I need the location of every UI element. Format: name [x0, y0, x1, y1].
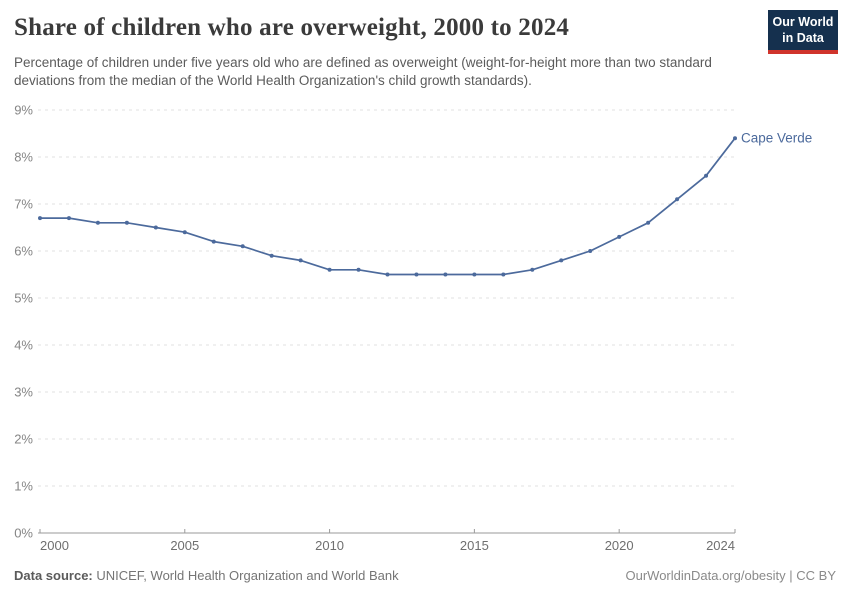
data-point[interactable] — [414, 272, 419, 277]
data-point[interactable] — [733, 136, 737, 141]
data-point[interactable] — [182, 230, 187, 235]
owid-logo[interactable]: Our World in Data — [768, 10, 838, 55]
owid-logo-text: Our World in Data — [768, 10, 838, 51]
data-point[interactable] — [298, 258, 303, 263]
y-axis-tick-label: 9% — [14, 103, 33, 118]
y-axis-tick-label: 4% — [14, 338, 33, 353]
data-point[interactable] — [240, 244, 245, 249]
y-axis-tick-label: 0% — [14, 526, 33, 541]
owid-logo-line2: in Data — [782, 30, 824, 45]
data-point[interactable] — [95, 220, 100, 225]
x-axis-tick-label: 2000 — [40, 538, 69, 553]
y-axis-tick-label: 5% — [14, 291, 33, 306]
chart-footer: Data source: UNICEF, World Health Organi… — [14, 568, 836, 583]
data-point[interactable] — [124, 220, 129, 225]
data-point[interactable] — [646, 220, 651, 225]
license-link[interactable]: OurWorldinData.org/obesity | CC BY — [625, 568, 837, 583]
data-point[interactable] — [559, 258, 564, 263]
y-axis-tick-label: 2% — [14, 432, 33, 447]
data-line-cape-verde[interactable] — [39, 137, 736, 276]
data-point[interactable] — [38, 216, 42, 221]
owid-logo-line1: Our World — [772, 15, 834, 29]
y-axis-tick-label: 1% — [14, 479, 33, 494]
data-point[interactable] — [327, 267, 332, 272]
data-point[interactable] — [211, 239, 216, 244]
data-point[interactable] — [588, 249, 593, 253]
owid-logo-red-bar — [768, 50, 838, 55]
y-axis-tick-label: 6% — [14, 244, 33, 259]
x-axis-tick-label: 2005 — [170, 538, 199, 553]
data-point[interactable] — [472, 272, 477, 277]
y-axis-tick-label: 7% — [14, 197, 33, 212]
data-point[interactable] — [617, 234, 622, 239]
data-point[interactable] — [530, 267, 535, 272]
data-point[interactable] — [356, 267, 361, 272]
data-point[interactable] — [501, 272, 506, 277]
y-axis-tick-label: 8% — [14, 150, 33, 165]
data-point[interactable] — [704, 173, 709, 178]
data-point[interactable] — [385, 272, 390, 277]
x-axis-tick-label: 2015 — [460, 538, 489, 553]
x-axis-tick-label: 2020 — [605, 538, 634, 553]
data-point[interactable] — [443, 272, 448, 277]
chart-title: Share of children who are overweight, 20… — [14, 14, 570, 41]
data-source-label: Data source: — [14, 568, 93, 583]
chart-subtitle: Percentage of children under five years … — [14, 55, 712, 88]
data-source-text: UNICEF, World Health Organization and Wo… — [92, 568, 399, 583]
y-axis-tick-label: 3% — [14, 385, 33, 400]
data-point[interactable] — [675, 197, 680, 202]
x-axis-tick-label: 2010 — [315, 538, 344, 553]
series-end-label[interactable]: Cape Verde — [741, 131, 812, 146]
x-axis-tick-label: 2024 — [706, 538, 735, 553]
data-point[interactable] — [269, 253, 274, 258]
data-point[interactable] — [153, 225, 158, 230]
data-point[interactable] — [66, 216, 71, 221]
data-source-note: Data source: UNICEF, World Health Organi… — [14, 568, 399, 583]
